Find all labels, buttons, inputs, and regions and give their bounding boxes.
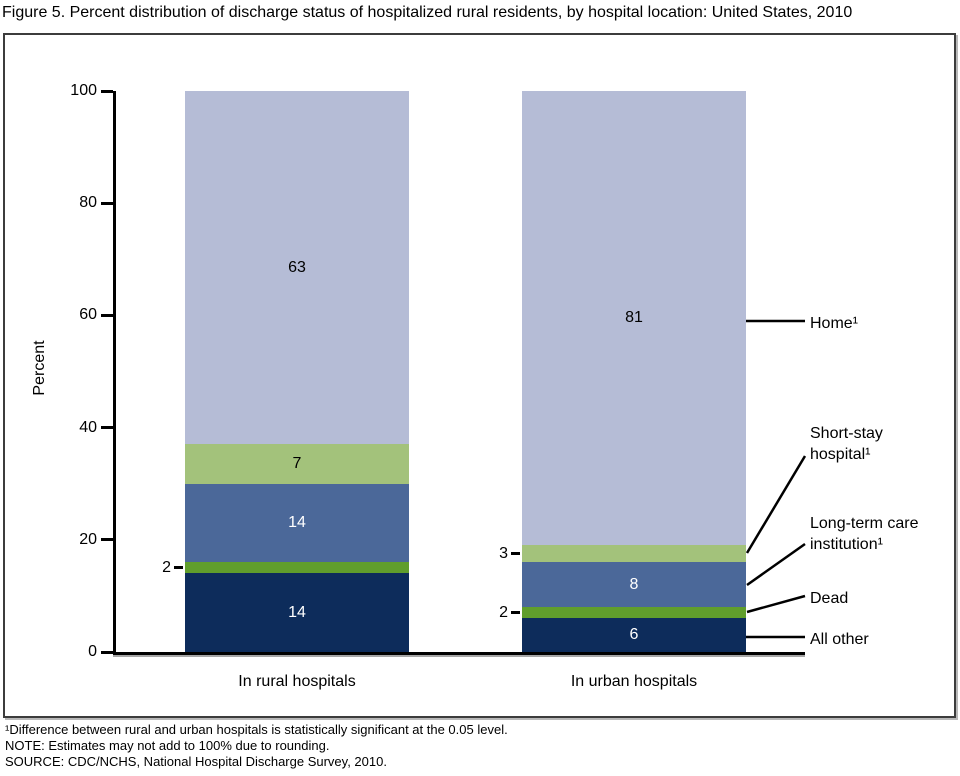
chart-frame: Percent In rural hospitals In urban hosp… — [3, 33, 956, 718]
plot-area: Percent In rural hospitals In urban hosp… — [5, 35, 954, 716]
bar-urban-value-long-term-care-institution: 8 — [629, 575, 639, 593]
annotation-short-stay: Short-stay hospital¹ — [810, 423, 883, 465]
annotation-short-stay-line1: Short-stay — [810, 425, 883, 442]
y-tick-label-0: 0 — [88, 643, 97, 660]
figure-title: Figure 5. Percent distribution of discha… — [2, 4, 853, 21]
bar-urban-segment-all-other — [522, 618, 746, 652]
outside-value-number: 2 — [499, 603, 508, 621]
y-axis-line — [113, 91, 116, 655]
bar-urban-value-dead: 2 — [474, 603, 520, 623]
bar-rural-value-all-other: 14 — [288, 603, 306, 621]
annotation-short-stay-line2: hospital¹ — [810, 446, 871, 463]
bar-urban-segment-long-term-care-institution — [522, 562, 746, 608]
bar-urban-segment-dead — [522, 607, 746, 619]
annotation-long-term: Long-term care institution¹ — [810, 513, 919, 555]
annotation-long-term-line1: Long-term care — [810, 515, 919, 532]
annotation-dead-label: Dead — [810, 590, 849, 607]
y-tick-label-100: 100 — [70, 82, 97, 99]
y-tick-60 — [101, 313, 113, 317]
outside-value-number: 3 — [499, 544, 508, 562]
bar-urban-value-all-other: 6 — [629, 626, 639, 644]
bar-urban-segment-short-stay-hospital — [522, 545, 746, 563]
annotation-long-term-line2: institution¹ — [810, 536, 883, 553]
bar-rural-value-home: 63 — [288, 258, 306, 276]
footnote-note: NOTE: Estimates may not add to 100% due … — [5, 738, 330, 753]
leader-lines — [745, 319, 807, 639]
bar-rural-segment-long-term-care-institution — [185, 483, 409, 563]
y-tick-100 — [101, 89, 113, 93]
bar-urban-value-short-stay-hospital: 3 — [474, 544, 520, 564]
value-tick-dash — [174, 566, 183, 570]
bar-rural-value-long-term-care-institution: 14 — [288, 513, 306, 531]
bar-rural-segment-home — [185, 91, 409, 445]
footnotes: ¹Difference between rural and urban hosp… — [5, 722, 508, 770]
value-tick-dash — [511, 552, 520, 556]
annotation-all-other: All other — [810, 629, 869, 650]
y-tick-80 — [101, 201, 113, 205]
bar-rural-segment-all-other — [185, 573, 409, 652]
bar-urban-segment-home — [522, 91, 746, 546]
annotation-all-other-label: All other — [810, 631, 869, 648]
x-category-label-rural: In rural hospitals — [238, 673, 356, 690]
footnote-source: SOURCE: CDC/NCHS, National Hospital Disc… — [5, 754, 387, 769]
y-tick-label-60: 60 — [79, 306, 97, 324]
y-tick-40 — [101, 426, 113, 430]
y-tick-20 — [101, 538, 113, 542]
bar-rural-value-short-stay-hospital: 7 — [292, 455, 302, 473]
x-category-label-urban: In urban hospitals — [570, 673, 698, 690]
bar-rural-segment-dead — [185, 562, 409, 574]
outside-value-number: 2 — [162, 558, 171, 576]
bar-urban-value-home: 81 — [625, 309, 643, 327]
annotation-home: Home¹ — [810, 313, 858, 334]
x-axis-line — [113, 652, 805, 655]
y-tick-label-20: 20 — [79, 530, 97, 548]
annotation-home-label: Home¹ — [810, 315, 859, 332]
y-tick-label-40: 40 — [79, 418, 97, 436]
annotation-dead: Dead — [810, 588, 848, 609]
value-tick-dash — [511, 611, 520, 615]
footnote-significance: ¹Difference between rural and urban hosp… — [5, 722, 508, 737]
bar-rural-segment-short-stay-hospital — [185, 444, 409, 484]
y-tick-label-80: 80 — [79, 194, 97, 212]
y-tick-0 — [101, 650, 113, 654]
bar-rural-value-dead: 2 — [137, 558, 183, 578]
